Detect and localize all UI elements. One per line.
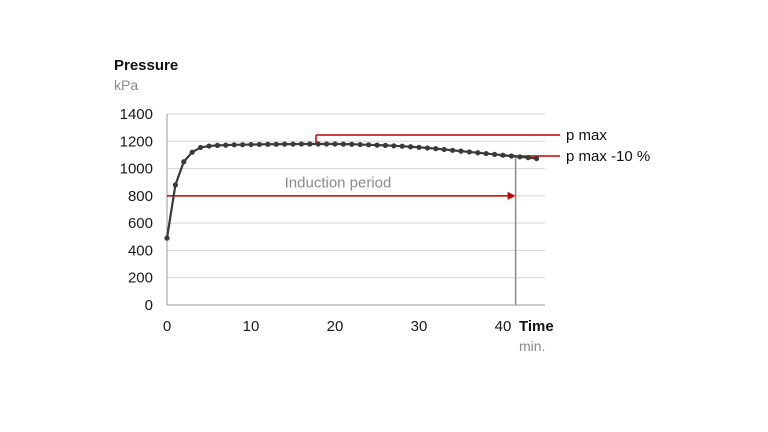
data-point — [282, 141, 288, 147]
data-point — [307, 141, 313, 147]
data-point — [349, 141, 355, 147]
data-point — [399, 143, 405, 149]
data-point — [492, 151, 498, 157]
y-tick-label: 1000 — [120, 161, 153, 178]
data-point — [357, 141, 363, 148]
y-tick-label: 1400 — [120, 106, 153, 123]
x-axis-unit: min. — [519, 338, 545, 354]
data-point — [324, 141, 330, 147]
data-point — [248, 141, 254, 148]
data-point — [332, 141, 338, 147]
pmax-minus-10-label: p max -10 % — [566, 148, 650, 165]
y-tick-label: 600 — [128, 215, 153, 232]
data-point — [231, 142, 237, 148]
y-tick-labels: 0 200 400 600 800 1000 1200 1400 — [120, 106, 153, 314]
data-point — [382, 142, 388, 148]
data-point — [458, 148, 464, 154]
x-axis-title: Time — [519, 318, 554, 335]
y-tick-label: 400 — [128, 242, 153, 259]
data-point — [315, 141, 321, 147]
data-point — [466, 149, 472, 155]
data-point — [240, 142, 246, 148]
data-point — [483, 150, 489, 157]
data-point — [273, 141, 279, 147]
data-point — [408, 144, 414, 150]
x-tick-labels: 0 10 20 30 40 — [163, 318, 512, 335]
data-point — [214, 142, 220, 148]
data-point — [508, 153, 514, 159]
data-point — [374, 142, 380, 148]
x-tick-label: 0 — [163, 318, 171, 335]
y-tick-label: 1200 — [120, 133, 153, 150]
pressure-series-points — [164, 141, 540, 241]
data-point — [340, 141, 346, 147]
y-tick-label: 800 — [128, 188, 153, 205]
x-tick-label: 30 — [411, 318, 428, 335]
x-tick-label: 20 — [327, 318, 344, 335]
data-point — [298, 141, 304, 147]
data-point — [525, 155, 531, 161]
data-point — [206, 143, 212, 149]
data-point — [433, 146, 439, 152]
pmax-label: p max — [566, 127, 607, 144]
y-axis-unit: kPa — [114, 77, 138, 93]
data-point — [416, 144, 422, 150]
data-point — [198, 144, 204, 151]
data-point — [500, 152, 506, 158]
induction-period-label: Induction period — [285, 175, 392, 192]
data-point — [189, 149, 195, 155]
data-point — [181, 159, 187, 165]
y-tick-label: 200 — [128, 270, 153, 287]
data-point — [172, 182, 178, 188]
data-point — [517, 154, 523, 160]
data-point — [265, 141, 271, 147]
x-tick-label: 40 — [495, 318, 512, 335]
x-tick-label: 10 — [243, 318, 260, 335]
data-point — [424, 145, 430, 151]
y-tick-label: 0 — [145, 297, 153, 314]
data-point — [290, 141, 296, 147]
data-point — [534, 155, 540, 162]
data-point — [450, 147, 456, 153]
data-point — [475, 150, 481, 156]
induction-arrowhead-icon — [507, 191, 516, 200]
data-point — [366, 142, 372, 148]
data-point — [164, 235, 170, 241]
data-point — [391, 143, 397, 149]
data-point — [223, 142, 229, 148]
data-point — [441, 146, 447, 153]
y-axis-title: Pressure — [114, 57, 178, 74]
data-point — [256, 141, 262, 148]
